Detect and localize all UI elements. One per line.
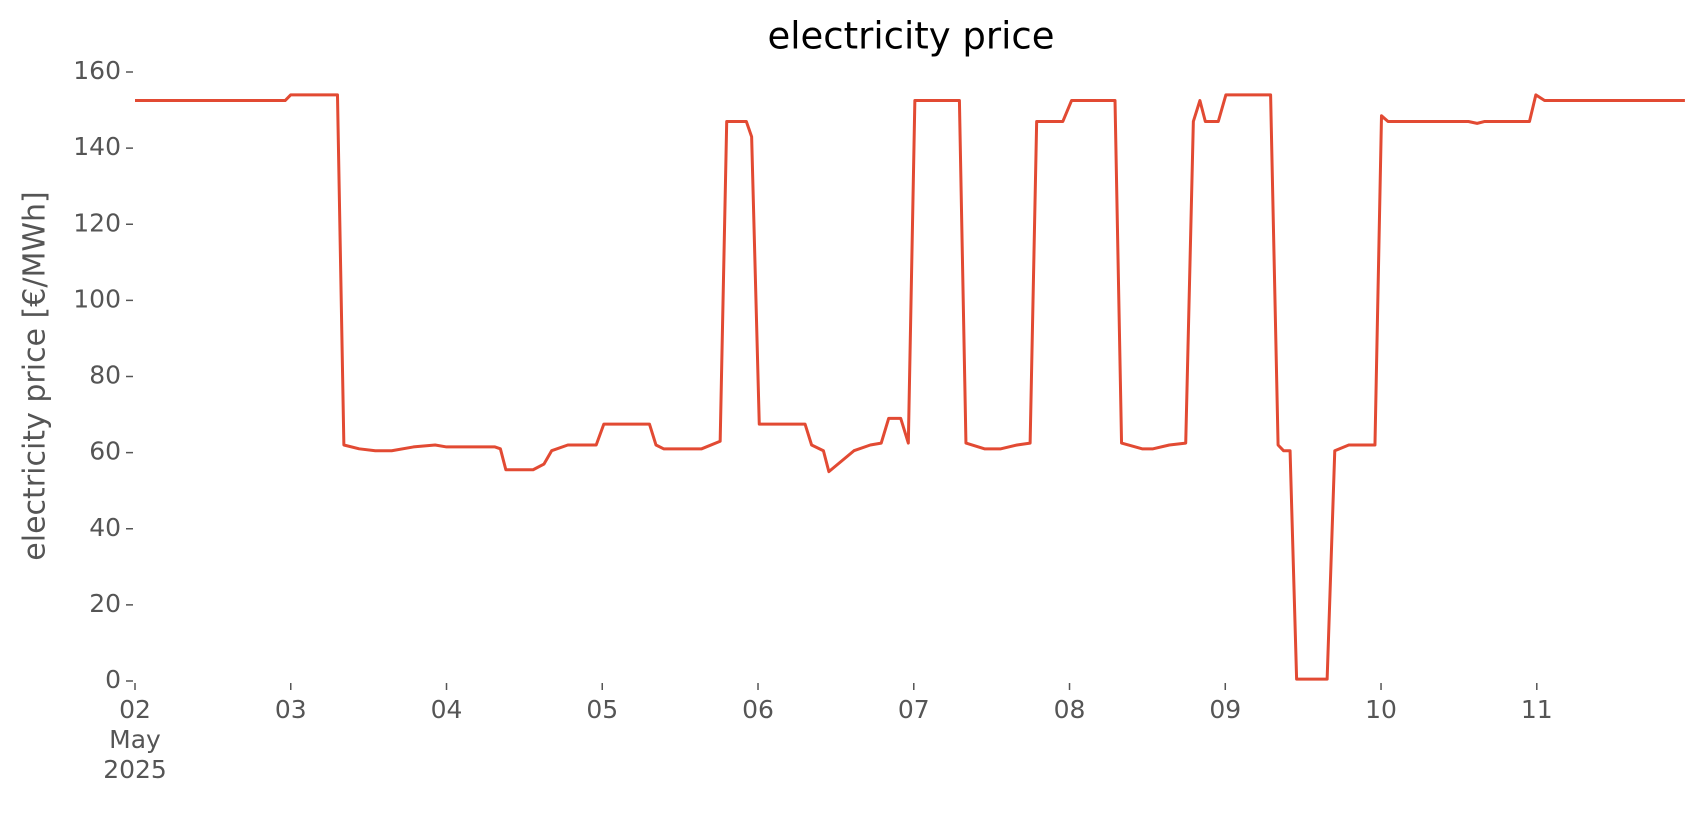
x-tick-label: 05 [586,695,619,724]
line-series [135,93,1685,681]
y-tick-label: 80 [89,361,121,390]
x-tick-label: 08 [1053,695,1086,724]
y-axis-label: electricity price [€/MWh] [18,191,53,560]
y-tick-label: 40 [89,513,121,542]
y-tick-label: 120 [73,208,121,237]
x-tick-label: 07 [897,695,930,724]
x-tick-label: 04 [430,695,463,724]
y-tick-label: 0 [105,665,121,694]
y-tick-label: 160 [73,56,121,85]
x-tick-label: 09 [1209,695,1242,724]
x-tick-label: 10 [1365,695,1397,724]
chart-title: electricity price [767,15,1054,58]
x-tick-label: 03 [274,695,307,724]
y-tick-label: 60 [89,437,121,466]
x-tick-label: 11 [1520,695,1553,724]
x-tick-label: 06 [742,695,774,724]
y-tick-label: 20 [89,589,121,618]
x-tick-label: 02 May 2025 [103,695,167,784]
y-tick-label: 140 [73,132,121,161]
y-tick-label: 100 [73,284,121,313]
